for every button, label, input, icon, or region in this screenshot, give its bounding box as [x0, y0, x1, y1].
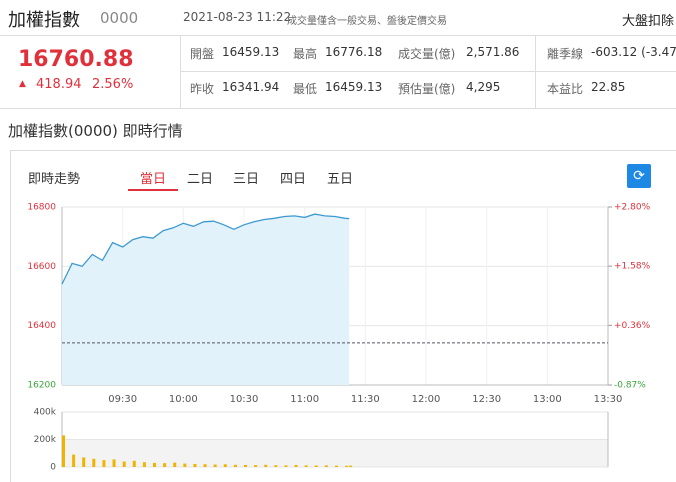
volume-bar: [345, 465, 349, 467]
change: 418.94: [36, 77, 82, 92]
panel-title: 即時走勢: [28, 172, 81, 187]
stat-value: 22.85: [591, 80, 626, 94]
stat-label: 成交量(億): [398, 47, 456, 61]
volume-bar: [92, 458, 96, 467]
divider: [180, 71, 676, 72]
price-line: [61, 213, 350, 285]
volume-bar: [183, 463, 187, 467]
change-percent: 2.56%: [92, 77, 134, 92]
tab[interactable]: 當日: [140, 172, 167, 187]
volume-bar: [122, 461, 126, 467]
stat-label: 開盤: [190, 47, 215, 61]
refresh-button[interactable]: ⟳: [627, 164, 651, 188]
x-tick-label: 13:30: [594, 394, 623, 405]
volume-bar: [132, 460, 136, 467]
x-tick-label: 11:00: [290, 394, 319, 405]
tab[interactable]: 三日: [233, 172, 260, 187]
volume-bar: [62, 435, 65, 467]
x-tick-label: 12:00: [412, 394, 441, 405]
stat-label: 離季線: [547, 47, 584, 61]
volume-background: [62, 439, 608, 467]
stat-value: 16341.94: [222, 80, 280, 94]
stat-value: 2,571.86: [466, 45, 520, 59]
tab[interactable]: 四日: [280, 172, 307, 187]
volume-bar: [254, 465, 258, 467]
volume-bar: [173, 462, 177, 467]
volume-bar: [163, 463, 167, 467]
y-tick-label: 200k: [34, 435, 57, 445]
y2-tick-label: -0.87%: [614, 381, 646, 391]
volume-bar: [349, 465, 353, 467]
volume-note: 成交量僅含一般交易、盤後定價交易: [287, 16, 447, 27]
y2-tick-label: +2.80%: [614, 203, 651, 213]
volume-bar: [284, 465, 288, 467]
chart-panel: [10, 150, 676, 482]
divider: [535, 36, 536, 108]
stat-label: 本益比: [547, 82, 584, 96]
timestamp: 2021-08-23 11:22: [183, 10, 292, 24]
stat-value: -603.12 (-3.47%: [591, 45, 676, 59]
volume-bar: [233, 464, 237, 467]
up-arrow: ▲: [19, 79, 26, 89]
index-code: 0000: [100, 9, 139, 27]
volume-bar: [223, 464, 227, 467]
tab-underline: [128, 189, 178, 191]
y-tick-label: 16200: [27, 381, 56, 391]
divider: [180, 36, 181, 108]
index-title: 加權指數: [8, 10, 80, 31]
divider: [0, 35, 676, 36]
y2-tick-label: +1.58%: [614, 262, 651, 272]
stat-label: 預估量(億): [398, 82, 456, 96]
volume-bar: [142, 462, 146, 467]
volume-bar: [314, 465, 318, 467]
volume-bar: [324, 465, 328, 467]
volume-bar: [264, 464, 268, 467]
tab[interactable]: 五日: [327, 172, 354, 187]
volume-bar: [213, 464, 217, 467]
volume-bar: [294, 464, 298, 467]
divider: [0, 108, 676, 109]
y-tick-label: 16600: [27, 262, 56, 272]
section-title: 加權指數(0000) 即時行情: [8, 122, 183, 140]
stat-value: 4,295: [466, 80, 501, 94]
stat-label: 最低: [293, 82, 318, 96]
stat-value: 16459.13: [325, 80, 383, 94]
header-link[interactable]: 大盤扣除: [622, 14, 675, 29]
volume-bar: [102, 460, 106, 467]
y2-tick-label: +0.36%: [614, 321, 651, 331]
x-tick-label: 09:30: [108, 394, 137, 405]
x-tick-label: 12:30: [472, 394, 501, 405]
stat-label: 昨收: [190, 82, 215, 96]
stat-value: 16776.18: [325, 45, 383, 59]
volume-bar: [72, 454, 76, 467]
stat-label: 最高: [293, 47, 318, 61]
stat-value: 16459.13: [222, 45, 280, 59]
y-tick-label: 16400: [27, 321, 56, 331]
volume-bar: [244, 464, 247, 467]
x-tick-label: 13:00: [533, 394, 562, 405]
price: 16760.88: [18, 47, 134, 72]
y-tick-label: 16800: [27, 203, 56, 213]
volume-bar: [335, 465, 338, 467]
volume-bar: [203, 464, 207, 467]
volume-bar: [112, 459, 116, 467]
volume-bar: [304, 465, 308, 467]
volume-bar: [193, 463, 197, 467]
x-tick-label: 10:30: [230, 394, 259, 405]
volume-bar: [82, 457, 86, 467]
x-tick-label: 11:30: [351, 394, 380, 405]
area-fill: [62, 214, 350, 385]
volume-bar: [274, 465, 278, 467]
y-tick-label: 400k: [34, 408, 57, 418]
tab[interactable]: 二日: [187, 172, 214, 187]
x-tick-label: 10:00: [169, 394, 198, 405]
volume-bar: [153, 462, 156, 467]
y-tick-label: 0: [50, 463, 56, 473]
